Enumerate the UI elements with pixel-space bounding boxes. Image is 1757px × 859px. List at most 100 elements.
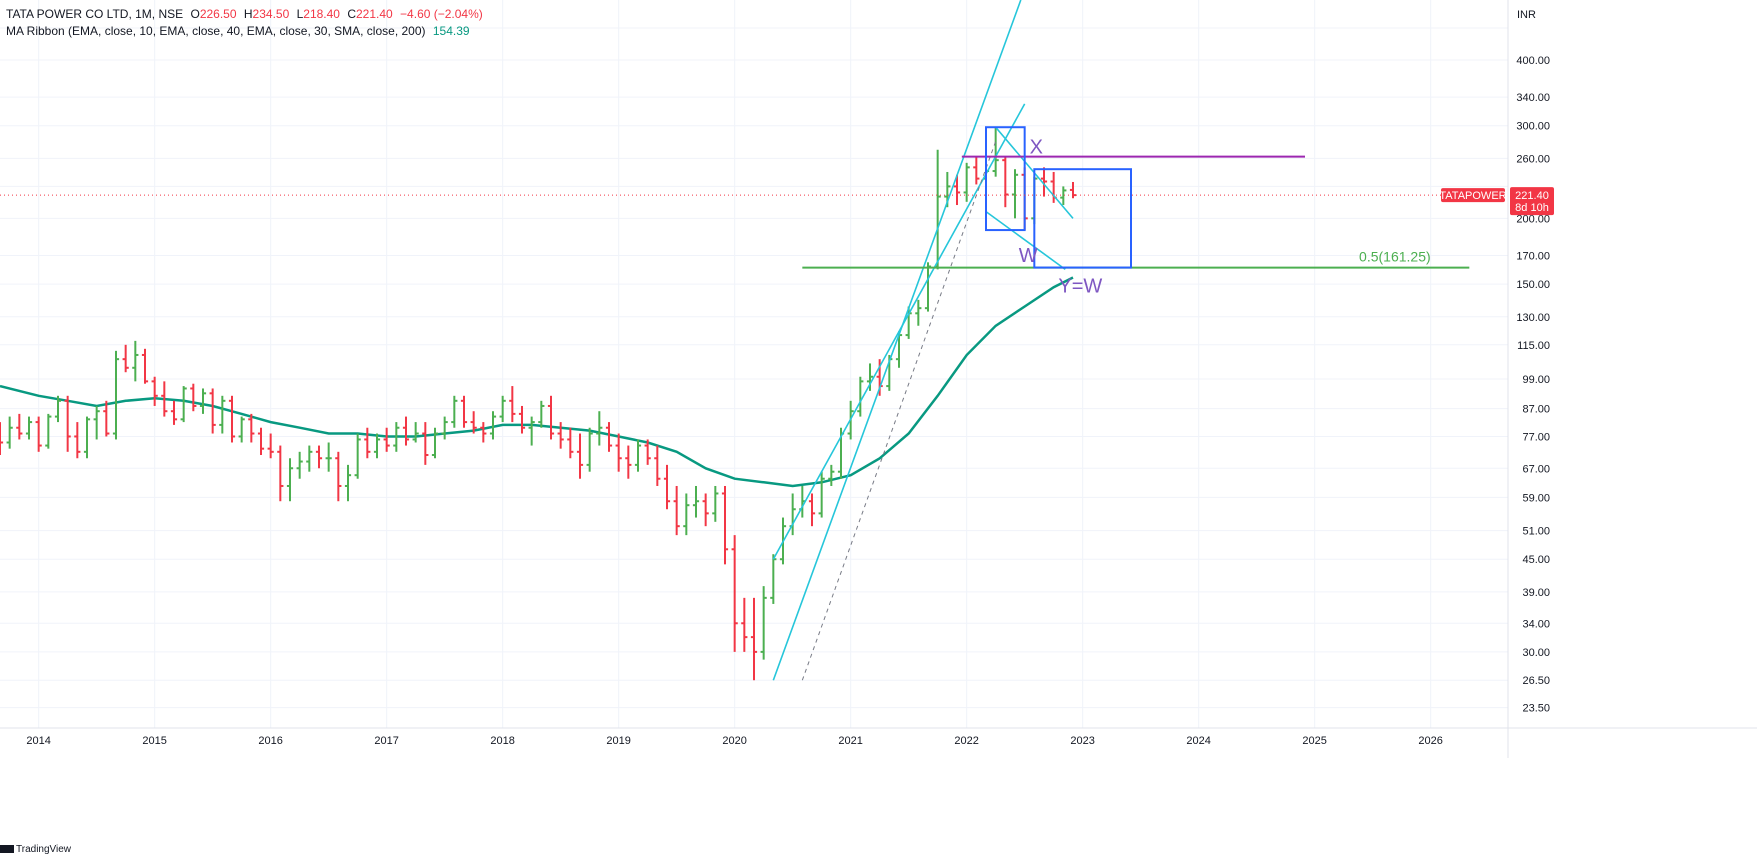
time-tick-label: 2019: [606, 735, 630, 747]
ohlc-bar-down: [74, 422, 81, 459]
price-tick-label: 87.00: [1522, 404, 1550, 416]
wave-w-label: W: [1019, 245, 1038, 267]
ohlc-bar-down: [876, 359, 883, 396]
wave-x-label: X: [1030, 137, 1043, 159]
ohlc-bar-up: [93, 405, 100, 440]
high-label: H: [243, 7, 253, 21]
symbol-price-tag: TATAPOWER: [1439, 188, 1507, 203]
ohlc-bar-up: [528, 416, 535, 446]
ohlc-bar-up: [219, 395, 226, 434]
tradingview-logo-icon: [0, 845, 14, 854]
price-tick-label: 200.00: [1516, 213, 1550, 225]
price-tick-label: 26.50: [1522, 675, 1550, 687]
ohlc-bar-down: [267, 433, 274, 459]
symbol-legend: TATA POWER CO LTD, 1M, NSE O226.50 H234.…: [6, 6, 487, 22]
ohlc-bar-down: [277, 445, 284, 502]
time-tick-label: 2014: [26, 735, 50, 747]
ohlc-bar-down: [750, 597, 758, 681]
time-tick-label: 2022: [954, 735, 978, 747]
grid: [0, 0, 1508, 728]
ohlc-bar-down: [973, 156, 980, 185]
ohlc-bar-up: [344, 464, 352, 502]
ohlc-bar-up: [199, 388, 207, 414]
ohlc-bar-up: [857, 376, 864, 417]
price-tick-label: 39.00: [1522, 587, 1550, 599]
ohlc-bar-up: [286, 458, 294, 502]
symbol-tag-text: TATAPOWER: [1439, 190, 1506, 202]
ohlc-bar-down: [364, 427, 371, 459]
ohlc-bar-up: [538, 400, 545, 428]
price-tick-label: 30.00: [1522, 647, 1550, 659]
ohlc-bar-up: [180, 386, 187, 423]
time-tick-label: 2023: [1070, 735, 1094, 747]
ohlc-bar-down: [702, 493, 709, 527]
time-tick-label: 2017: [374, 735, 398, 747]
ohlc-bar-down: [470, 411, 477, 434]
ohlc-bar-up: [1011, 169, 1019, 219]
ohlc-bar-down: [673, 485, 680, 536]
time-tick-label: 2020: [722, 735, 746, 747]
time-tick-label: 2026: [1418, 735, 1442, 747]
open-label: O: [190, 7, 200, 21]
ohlc-bar-down: [721, 485, 729, 565]
ohlc-bar-up: [915, 299, 922, 326]
close-value: 221.40: [356, 7, 393, 21]
price-tick-label: 99.00: [1522, 374, 1550, 386]
ohlc-bar-up: [112, 350, 120, 440]
ohlc-bar-up: [992, 127, 999, 177]
ohlc-bar-down: [64, 395, 71, 452]
wave-y-label: Y=W: [1058, 276, 1102, 298]
ohlc-bar-down: [103, 400, 110, 437]
ohlc-bar-up: [54, 395, 62, 423]
ohlc-bar-down: [16, 413, 23, 440]
time-tick-label: 2021: [838, 735, 862, 747]
indicator-legend[interactable]: MA Ribbon (EMA, close, 10, EMA, close, 4…: [6, 23, 474, 39]
ohlc-bar-up: [6, 416, 13, 449]
time-tick-label: 2016: [258, 735, 282, 747]
price-tick-label: 150.00: [1516, 279, 1550, 291]
tradingview-brand: TradingView: [16, 844, 72, 855]
price-tick-label: 23.50: [1522, 703, 1550, 715]
price-tick-label: 115.00: [1517, 340, 1550, 352]
ohlc-bar-down: [509, 386, 516, 423]
symbol-tag-bg: [1441, 188, 1505, 203]
target-box: [1033, 168, 1132, 269]
ohlc-bar-up: [441, 416, 448, 440]
ohlc-bar-down: [151, 376, 158, 406]
ohlc-bar-down: [335, 451, 342, 502]
ohlc-bar-down: [1069, 181, 1077, 199]
ohlc-bar-down: [257, 427, 265, 456]
ohlc-bar-up: [712, 485, 719, 522]
ohlc-bar-up: [373, 433, 381, 459]
ohlc-bar-down: [625, 445, 632, 479]
ohlc-bar-down: [0, 422, 4, 456]
target-box: [985, 126, 1026, 232]
price-tick-label: 340.00: [1516, 92, 1550, 104]
countdown-text: 8d 10h: [1515, 202, 1549, 214]
ohlc-bar-up: [238, 416, 245, 443]
price-tick-label: 170.00: [1516, 250, 1550, 262]
ohlc-bar-up: [412, 422, 419, 443]
low-label: L: [296, 7, 304, 21]
close-label: C: [347, 7, 356, 21]
ohlc-bar-up: [45, 413, 52, 449]
fib-label: 0.5(161.25): [1359, 249, 1431, 265]
correction-line: [985, 210, 1066, 270]
ohlc-bar-down: [576, 433, 584, 479]
ohlc-bar-up: [866, 363, 874, 391]
ohlc-bar-up: [296, 451, 303, 479]
price-tick-label: 260.00: [1516, 153, 1550, 165]
ohlc-bar-up: [431, 427, 439, 459]
ohlc-bar-down: [808, 493, 816, 527]
currency-label: INR: [1517, 9, 1536, 21]
ohlc-bar-up: [634, 439, 642, 472]
ohlc-bar-down: [605, 422, 613, 452]
ohlc-bar-down: [422, 422, 429, 465]
indicator-title: MA Ribbon (EMA, close, 10, EMA, close, 4…: [6, 24, 426, 38]
ohlc-bar-up: [489, 411, 497, 440]
ohlc-bar-up: [83, 416, 91, 459]
time-tick-label: 2024: [1186, 735, 1210, 747]
